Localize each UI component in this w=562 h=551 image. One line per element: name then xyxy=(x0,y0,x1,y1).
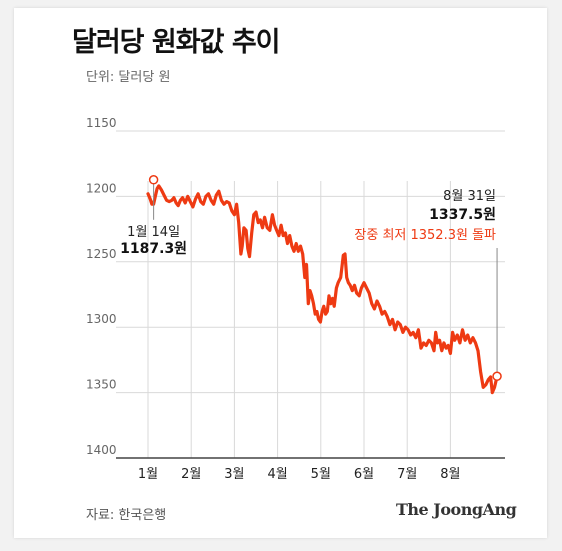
chart-title: 달러당 원화값 추이 xyxy=(72,27,281,58)
y-tick-label: 1150 xyxy=(86,116,117,130)
chart-card xyxy=(14,8,547,538)
x-tick-label: 6월 xyxy=(354,467,374,482)
annotation-date: 8월 31일 xyxy=(443,189,496,204)
x-tick-label: 3월 xyxy=(224,467,244,482)
y-tick-label: 1250 xyxy=(86,247,117,261)
y-tick-label: 1300 xyxy=(86,312,117,326)
source-label: 자료: 한국은행 xyxy=(86,508,167,523)
x-tick-label: 8월 xyxy=(440,467,460,482)
x-tick-label: 4월 xyxy=(267,467,287,482)
y-tick-label: 1200 xyxy=(86,181,117,195)
x-tick-label: 2월 xyxy=(181,467,201,482)
y-tick-label: 1350 xyxy=(86,378,117,392)
annotation-marker xyxy=(492,371,502,381)
series-line xyxy=(146,184,499,395)
x-tick-label: 1월 xyxy=(138,467,158,482)
publisher-logo: The JoongAng xyxy=(396,500,517,519)
annotation-date: 1월 14일 xyxy=(127,225,180,240)
x-tick-label: 7월 xyxy=(397,467,417,482)
unit-label: 단위: 달러당 원 xyxy=(86,70,171,85)
x-tick-label: 5월 xyxy=(311,467,331,482)
annotation-note: 장중 최저 1352.3원 돌파 xyxy=(354,228,496,243)
annotation-marker xyxy=(148,175,159,185)
annotation-value: 1337.5원 xyxy=(429,207,496,223)
y-tick-label: 1400 xyxy=(86,443,117,457)
annotation-value: 1187.3원 xyxy=(120,241,187,257)
